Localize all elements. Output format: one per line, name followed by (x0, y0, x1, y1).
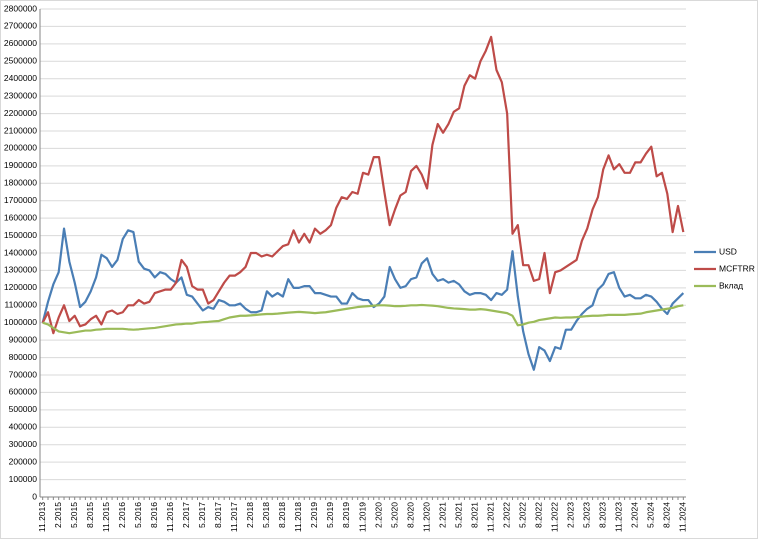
y-tick-label: 2300000 (4, 90, 37, 100)
x-tick-label: 11.2023 (614, 502, 624, 532)
x-tick-label: 2.2017 (181, 502, 191, 528)
y-tick-label: 300000 (9, 439, 38, 449)
x-tick-label: 5.2022 (517, 502, 527, 528)
x-tick-label: 11.2016 (165, 502, 175, 532)
y-tick-label: 2000000 (4, 143, 37, 153)
x-tick-label: 11.2019 (357, 502, 367, 532)
y-tick-label: 0 (32, 491, 37, 501)
x-tick-label: 11.2022 (549, 502, 559, 532)
y-tick-label: 500000 (9, 404, 38, 414)
x-tick-label: 2.2016 (117, 502, 127, 528)
y-tick-label: 200000 (9, 456, 38, 466)
x-tick-label: 5.2015 (69, 502, 79, 528)
line-series (41, 227, 685, 371)
x-tick-label: 11.2017 (229, 502, 239, 532)
x-tick-label: 11.2021 (485, 502, 495, 532)
x-tick-label: 5.2024 (646, 502, 656, 528)
legend-label: Вклад (719, 280, 743, 290)
y-tick-label: 1900000 (4, 160, 37, 170)
x-tick-label: 8.2023 (597, 502, 607, 528)
y-tick-label: 2100000 (4, 125, 37, 135)
y-tick-label: 700000 (9, 369, 38, 379)
x-tick-label: 2.2018 (245, 502, 255, 528)
y-tick-label: 2800000 (4, 3, 37, 13)
x-tick-label: 2.2015 (53, 502, 63, 528)
y-tick-label: 1800000 (4, 178, 37, 188)
y-tick-label: 1000000 (4, 317, 37, 327)
y-tick-label: 1700000 (4, 195, 37, 205)
y-tick-label: 1200000 (4, 282, 37, 292)
x-tick-label: 5.2016 (133, 502, 143, 528)
x-tick-label: 8.2019 (341, 502, 351, 528)
y-tick-label: 400000 (9, 422, 38, 432)
x-tick-label: 5.2017 (197, 502, 207, 528)
x-tick-label: 2.2019 (309, 502, 319, 528)
x-tick-label: 8.2018 (277, 502, 287, 528)
y-tick-label: 2600000 (4, 38, 37, 48)
line-series (41, 35, 685, 335)
x-tick-label: 2.2021 (437, 502, 447, 528)
x-tick-label: 8.2024 (662, 502, 672, 528)
y-tick-label: 100000 (9, 474, 38, 484)
x-tick-label: 11.2020 (421, 502, 431, 532)
legend-label: MCFTRR (719, 263, 755, 273)
y-tick-label: 1100000 (5, 300, 38, 310)
y-tick-label: 1300000 (4, 265, 37, 275)
x-tick-label: 8.2020 (405, 502, 415, 528)
x-tick-label: 5.2018 (261, 502, 271, 528)
x-tick-label: 11.2013 (37, 502, 47, 532)
x-tick-label: 2.2020 (373, 502, 383, 528)
y-tick-label: 2400000 (4, 73, 37, 83)
x-tick-label: 2.2024 (630, 502, 640, 528)
y-tick-label: 900000 (9, 334, 38, 344)
x-tick-label: 2.2023 (565, 502, 575, 528)
y-tick-label: 1500000 (4, 230, 37, 240)
x-tick-label: 11.2015 (101, 502, 111, 532)
x-tick-label: 8.2016 (149, 502, 159, 528)
x-tick-label: 8.2021 (469, 502, 479, 528)
y-tick-label: 1600000 (4, 212, 37, 222)
x-tick-label: 11.2024 (678, 502, 688, 532)
x-tick-label: 11.2018 (293, 502, 303, 532)
y-tick-label: 600000 (9, 387, 38, 397)
y-tick-label: 2200000 (4, 108, 37, 118)
x-tick-label: 8.2022 (533, 502, 543, 528)
y-tick-label: 2500000 (4, 56, 37, 66)
x-tick-label: 2.2022 (501, 502, 511, 528)
legend-label: USD (719, 246, 737, 256)
x-tick-label: 5.2023 (581, 502, 591, 528)
x-tick-label: 8.2017 (213, 502, 223, 528)
x-tick-label: 8.2015 (85, 502, 95, 528)
x-tick-label: 5.2019 (325, 502, 335, 528)
y-tick-label: 2700000 (4, 21, 37, 31)
x-tick-label: 5.2021 (453, 502, 463, 528)
line-series (42, 303, 684, 335)
y-tick-label: 800000 (9, 352, 38, 362)
x-tick-label: 5.2020 (389, 502, 399, 528)
y-tick-label: 1400000 (4, 247, 37, 257)
